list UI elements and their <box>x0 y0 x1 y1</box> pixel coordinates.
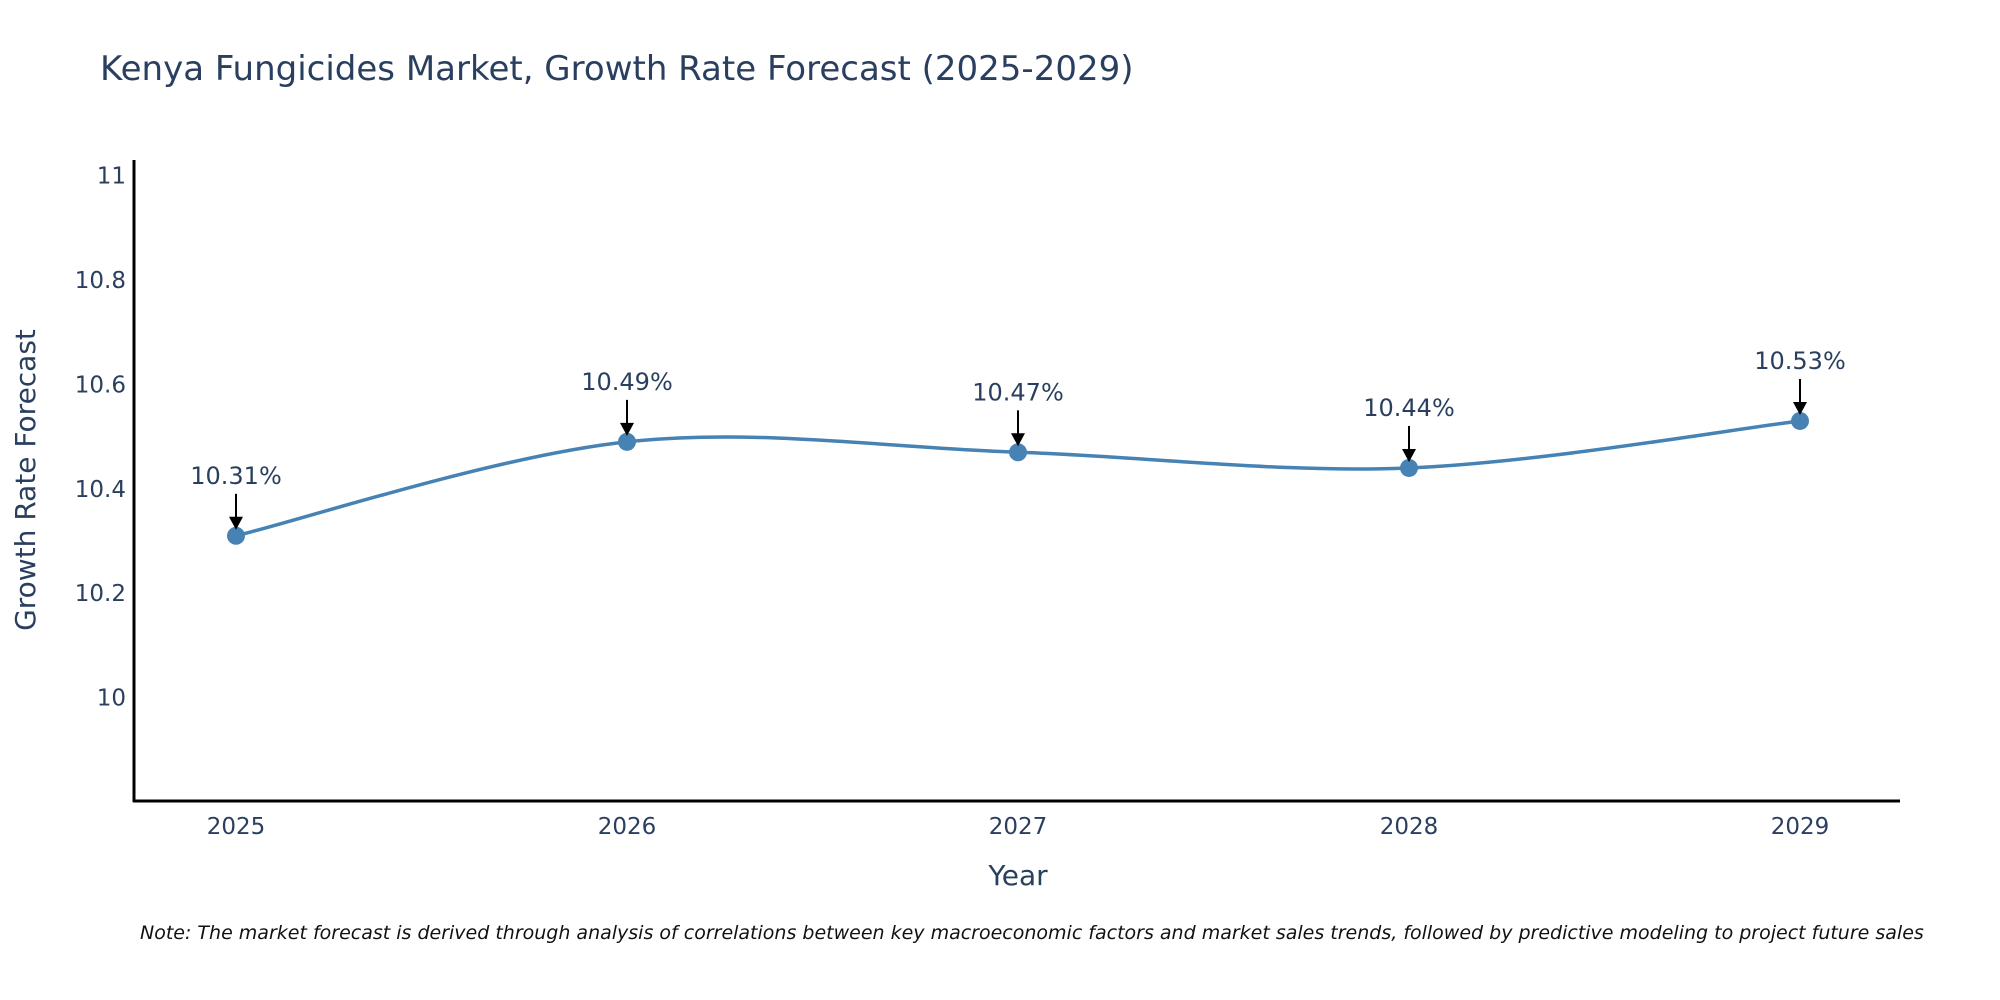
data-point <box>618 432 636 451</box>
x-axis-title: Year <box>987 859 1048 892</box>
y-tick-label: 10.2 <box>75 581 126 607</box>
data-point <box>1400 458 1418 477</box>
footnote: Note: The market forecast is derived thr… <box>140 922 1924 944</box>
y-axis-title: Growth Rate Forecast <box>9 329 42 631</box>
data-point <box>1009 443 1027 462</box>
data-label: 10.44% <box>1363 394 1455 422</box>
x-tick-label: 2025 <box>207 814 266 840</box>
x-axis-ticks: 2025 2026 2027 2028 2029 <box>207 814 1830 840</box>
data-points <box>227 411 1809 545</box>
y-tick-label: 10.4 <box>75 477 126 503</box>
data-label: 10.47% <box>972 378 1064 406</box>
x-tick-label: 2026 <box>598 814 657 840</box>
data-point <box>1791 411 1809 430</box>
x-tick-label: 2028 <box>1380 814 1439 840</box>
x-tick-label: 2027 <box>989 814 1048 840</box>
data-label: 10.49% <box>581 368 673 396</box>
annotation-arrowhead <box>229 516 243 530</box>
annotation-arrowhead <box>1793 401 1807 415</box>
annotation-arrowhead <box>620 422 634 436</box>
chart-title: Kenya Fungicides Market, Growth Rate For… <box>100 49 1133 89</box>
annotation-arrowhead <box>1402 448 1416 462</box>
data-label: 10.53% <box>1754 347 1846 375</box>
annotation-arrowhead <box>1011 433 1025 447</box>
x-tick-label: 2029 <box>1771 814 1830 840</box>
y-tick-label: 10.6 <box>75 372 126 398</box>
y-axis-ticks: 10 10.2 10.4 10.6 10.8 11 <box>75 164 126 712</box>
data-point <box>227 526 245 545</box>
y-tick-label: 11 <box>97 164 126 190</box>
y-tick-label: 10.8 <box>75 268 126 294</box>
data-label: 10.31% <box>190 462 282 490</box>
y-tick-label: 10 <box>97 686 126 712</box>
data-annotations: 10.31% 10.49% 10.47% 10.44% 10.53% <box>190 347 1846 530</box>
